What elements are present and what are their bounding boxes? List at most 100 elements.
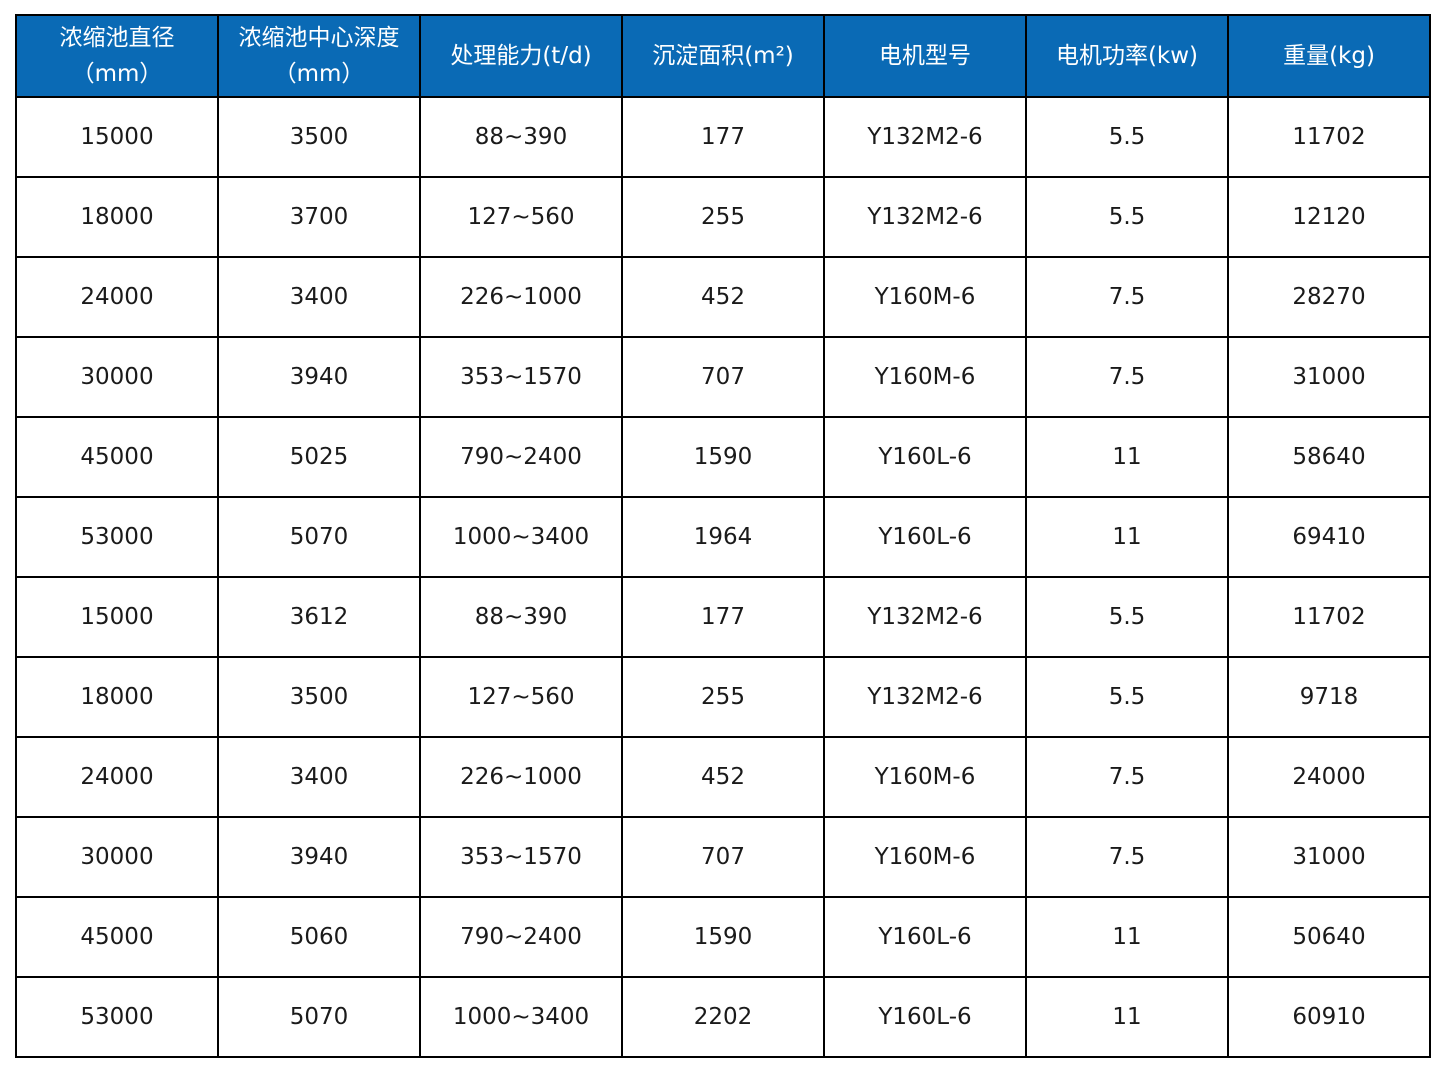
table-row: 53000 5070 1000~3400 1964 Y160L-6 11 69410 — [15, 496, 1431, 578]
table-row: 18000 3500 127~560 255 Y132M2-6 5.5 9718 — [15, 656, 1431, 738]
cell-capacity: 353~1570 — [419, 336, 623, 418]
cell-capacity: 790~2400 — [419, 896, 623, 978]
header-unit: （mm） — [71, 61, 163, 87]
cell-pool-diameter: 53000 — [15, 976, 219, 1058]
cell-motor-power: 5.5 — [1025, 96, 1229, 178]
cell-motor-model: Y160L-6 — [823, 976, 1027, 1058]
header-row: 浓缩池直径 （mm） 浓缩池中心深度 （mm） 处理能力(t/d) 沉淀面积(m… — [15, 14, 1431, 98]
cell-motor-power: 11 — [1025, 976, 1229, 1058]
table-row: 45000 5025 790~2400 1590 Y160L-6 11 58640 — [15, 416, 1431, 498]
cell-center-depth: 3940 — [217, 336, 421, 418]
table-row: 30000 3940 353~1570 707 Y160M-6 7.5 31000 — [15, 816, 1431, 898]
cell-settling-area: 1590 — [621, 896, 825, 978]
cell-center-depth: 3500 — [217, 656, 421, 738]
cell-pool-diameter: 30000 — [15, 336, 219, 418]
table-row: 15000 3612 88~390 177 Y132M2-6 5.5 11702 — [15, 576, 1431, 658]
table-row: 45000 5060 790~2400 1590 Y160L-6 11 50640 — [15, 896, 1431, 978]
header-label: 浓缩池中心深度 — [238, 25, 400, 51]
cell-motor-power: 5.5 — [1025, 656, 1229, 738]
cell-motor-model: Y160M-6 — [823, 816, 1027, 898]
cell-motor-power: 7.5 — [1025, 816, 1229, 898]
table-row: 15000 3500 88~390 177 Y132M2-6 5.5 11702 — [15, 96, 1431, 178]
header-cell-motor-power: 电机功率(kw) — [1025, 14, 1229, 98]
cell-center-depth: 5070 — [217, 496, 421, 578]
cell-center-depth: 5070 — [217, 976, 421, 1058]
cell-motor-model: Y160M-6 — [823, 736, 1027, 818]
header-label: 浓缩池直径 — [59, 25, 175, 51]
cell-capacity: 88~390 — [419, 576, 623, 658]
cell-center-depth: 3940 — [217, 816, 421, 898]
cell-motor-power: 7.5 — [1025, 736, 1229, 818]
spec-table: 浓缩池直径 （mm） 浓缩池中心深度 （mm） 处理能力(t/d) 沉淀面积(m… — [15, 14, 1431, 1058]
cell-weight: 9718 — [1227, 656, 1431, 738]
cell-settling-area: 2202 — [621, 976, 825, 1058]
cell-center-depth: 3500 — [217, 96, 421, 178]
header-unit: （mm） — [273, 61, 365, 87]
cell-settling-area: 452 — [621, 256, 825, 338]
header-label: 重量(kg) — [1283, 43, 1375, 69]
cell-pool-diameter: 24000 — [15, 736, 219, 818]
cell-weight: 31000 — [1227, 816, 1431, 898]
header-cell-capacity: 处理能力(t/d) — [419, 14, 623, 98]
cell-center-depth: 3400 — [217, 256, 421, 338]
header-label: 处理能力(t/d) — [450, 43, 592, 69]
cell-capacity: 226~1000 — [419, 256, 623, 338]
header-cell-pool-diameter: 浓缩池直径 （mm） — [15, 14, 219, 98]
cell-weight: 12120 — [1227, 176, 1431, 258]
cell-motor-power: 11 — [1025, 896, 1229, 978]
cell-pool-diameter: 45000 — [15, 896, 219, 978]
cell-weight: 31000 — [1227, 336, 1431, 418]
cell-motor-model: Y160M-6 — [823, 256, 1027, 338]
cell-capacity: 88~390 — [419, 96, 623, 178]
cell-pool-diameter: 45000 — [15, 416, 219, 498]
cell-motor-model: Y132M2-6 — [823, 656, 1027, 738]
cell-motor-power: 11 — [1025, 496, 1229, 578]
cell-settling-area: 452 — [621, 736, 825, 818]
table-row: 24000 3400 226~1000 452 Y160M-6 7.5 28270 — [15, 256, 1431, 338]
header-cell-settling-area: 沉淀面积(m²) — [621, 14, 825, 98]
cell-settling-area: 177 — [621, 96, 825, 178]
header-cell-center-depth: 浓缩池中心深度 （mm） — [217, 14, 421, 98]
cell-weight: 24000 — [1227, 736, 1431, 818]
cell-weight: 50640 — [1227, 896, 1431, 978]
cell-weight: 11702 — [1227, 576, 1431, 658]
cell-settling-area: 255 — [621, 176, 825, 258]
cell-motor-model: Y160L-6 — [823, 896, 1027, 978]
cell-motor-model: Y160M-6 — [823, 336, 1027, 418]
table-body: 15000 3500 88~390 177 Y132M2-6 5.5 11702 18000 3… — [15, 96, 1431, 1058]
cell-weight: 28270 — [1227, 256, 1431, 338]
cell-motor-power: 5.5 — [1025, 576, 1229, 658]
cell-pool-diameter: 53000 — [15, 496, 219, 578]
cell-motor-power: 11 — [1025, 416, 1229, 498]
cell-settling-area: 707 — [621, 816, 825, 898]
cell-settling-area: 1590 — [621, 416, 825, 498]
cell-pool-diameter: 15000 — [15, 96, 219, 178]
cell-settling-area: 707 — [621, 336, 825, 418]
cell-motor-model: Y132M2-6 — [823, 576, 1027, 658]
table-row: 53000 5070 1000~3400 2202 Y160L-6 11 60910 — [15, 976, 1431, 1058]
table-row: 30000 3940 353~1570 707 Y160M-6 7.5 31000 — [15, 336, 1431, 418]
cell-capacity: 226~1000 — [419, 736, 623, 818]
table-header: 浓缩池直径 （mm） 浓缩池中心深度 （mm） 处理能力(t/d) 沉淀面积(m… — [15, 14, 1431, 98]
cell-weight: 11702 — [1227, 96, 1431, 178]
cell-capacity: 353~1570 — [419, 816, 623, 898]
cell-pool-diameter: 15000 — [15, 576, 219, 658]
header-cell-weight: 重量(kg) — [1227, 14, 1431, 98]
cell-center-depth: 5060 — [217, 896, 421, 978]
cell-capacity: 127~560 — [419, 656, 623, 738]
cell-weight: 58640 — [1227, 416, 1431, 498]
cell-weight: 69410 — [1227, 496, 1431, 578]
cell-motor-power: 5.5 — [1025, 176, 1229, 258]
table-row: 24000 3400 226~1000 452 Y160M-6 7.5 24000 — [15, 736, 1431, 818]
cell-weight: 60910 — [1227, 976, 1431, 1058]
cell-capacity: 127~560 — [419, 176, 623, 258]
header-cell-motor-model: 电机型号 — [823, 14, 1027, 98]
cell-center-depth: 3400 — [217, 736, 421, 818]
cell-capacity: 1000~3400 — [419, 976, 623, 1058]
cell-motor-model: Y160L-6 — [823, 496, 1027, 578]
cell-center-depth: 5025 — [217, 416, 421, 498]
cell-pool-diameter: 24000 — [15, 256, 219, 338]
cell-motor-power: 7.5 — [1025, 336, 1229, 418]
cell-capacity: 790~2400 — [419, 416, 623, 498]
cell-motor-model: Y132M2-6 — [823, 96, 1027, 178]
